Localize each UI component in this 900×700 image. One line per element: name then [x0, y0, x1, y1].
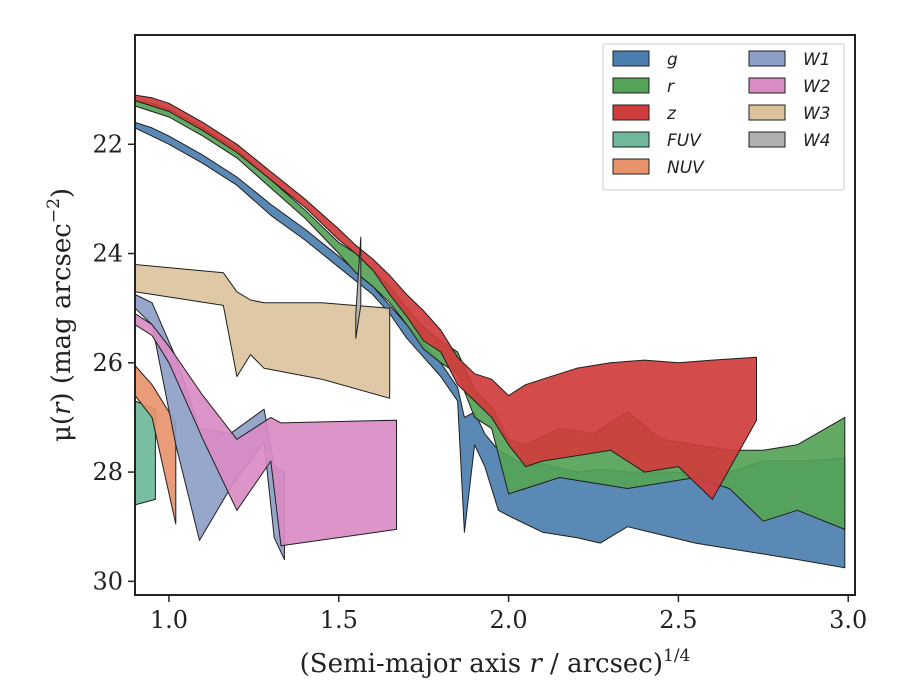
x-axis-ticks: 1.0 1.5 2.0 2.5 3.0 [150, 595, 867, 634]
legend-swatch-r [612, 77, 650, 94]
legend-label-r: r [667, 77, 675, 97]
legend-entries: grz FUV NUV W1 W2 W3 W4 [612, 50, 831, 178]
legend-label-g: g [667, 50, 678, 70]
legend-swatch-z [612, 104, 650, 121]
legend: grz FUV NUV W1 W2 W3 W4 [602, 43, 845, 191]
y-tick-label: 24 [92, 240, 123, 268]
legend-label-nuv: NUV [667, 158, 705, 178]
y-axis-title: μ(r) (mag arcsec−2) [44, 188, 77, 442]
legend-label-w1: W1 [803, 50, 831, 70]
legend-label-w4: W4 [803, 131, 831, 151]
legend-label-w3: W3 [803, 104, 831, 124]
legend-swatch-w2 [748, 77, 786, 94]
legend-swatch-w3 [748, 104, 786, 121]
legend-swatch-nuv [612, 158, 650, 175]
legend-label-z: z [666, 104, 677, 124]
x-tick-label: 1.5 [320, 606, 358, 634]
x-tick-label: 2.0 [489, 606, 527, 634]
x-tick-label: 3.0 [829, 606, 867, 634]
series-band-z [134, 94, 757, 500]
legend-swatch-w4 [748, 131, 786, 148]
series-band-w3 [134, 264, 391, 399]
legend-swatch-fuv [612, 131, 650, 148]
legend-label-w2: W2 [803, 77, 831, 97]
y-tick-label: 30 [92, 567, 123, 595]
plot-frame [134, 34, 856, 596]
x-tick-label: 1.0 [150, 606, 188, 634]
series-band-w2 [134, 313, 397, 547]
legend-swatch-w1 [748, 50, 786, 67]
series-band-w4 [355, 236, 362, 339]
x-axis-title: (Semi-major axis r / arcsec)1/4 [300, 646, 691, 679]
x-tick-label: 2.5 [659, 606, 697, 634]
legend-label-fuv: FUV [667, 131, 702, 151]
legend-swatch-g [612, 50, 650, 67]
y-tick-label: 26 [92, 349, 123, 377]
y-tick-label: 22 [92, 130, 123, 158]
y-axis-ticks: 22 24 26 28 30 [92, 130, 135, 595]
y-tick-label: 28 [92, 458, 123, 486]
series-layer [134, 94, 846, 569]
